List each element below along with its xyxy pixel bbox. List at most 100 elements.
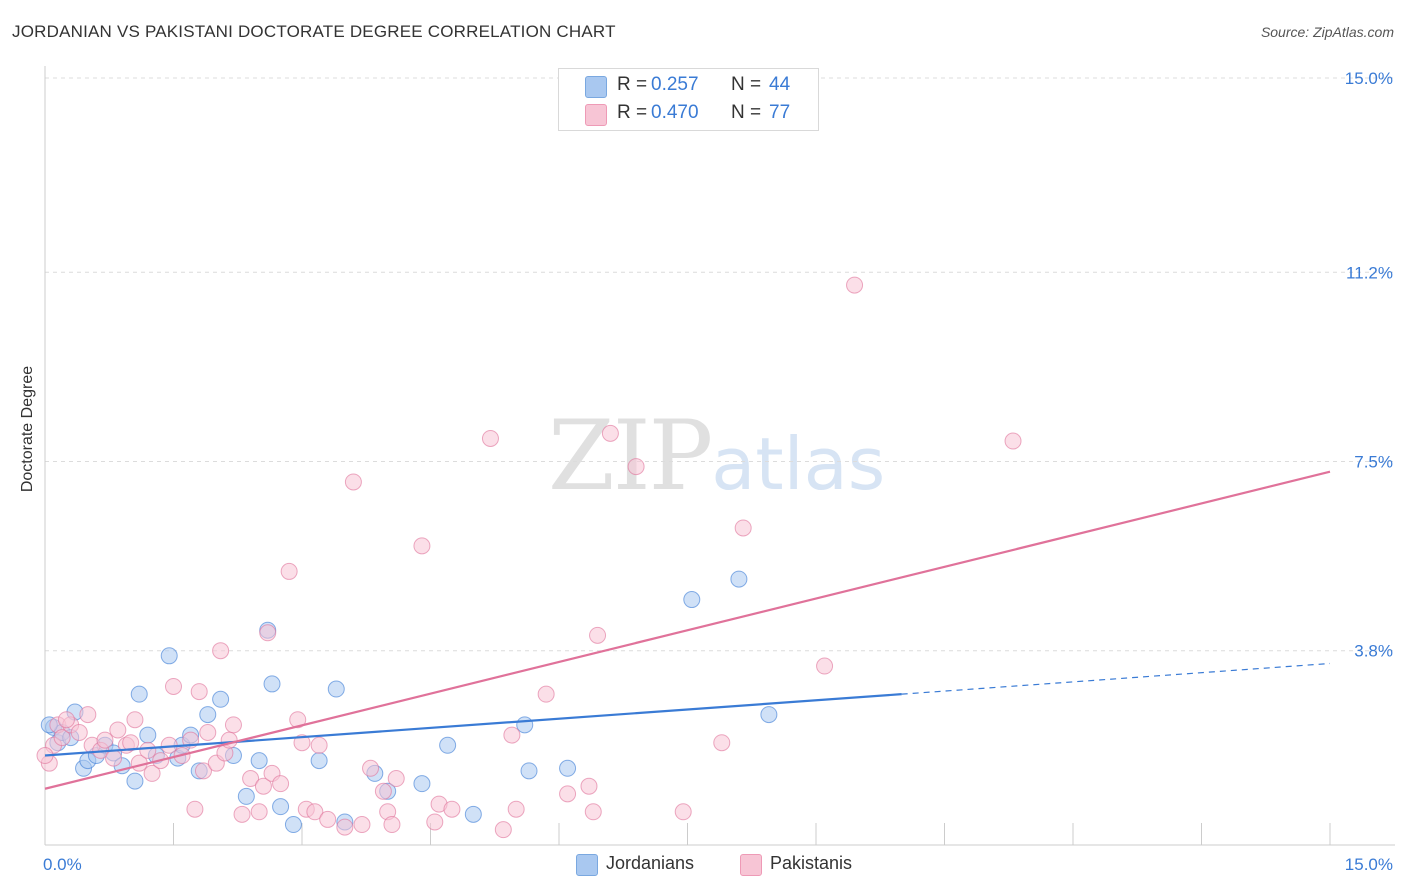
data-point-pakistanis: [70, 724, 88, 742]
legend-label-jordanians: Jordanians: [606, 853, 695, 873]
data-point-pakistanis: [139, 741, 157, 759]
data-point-pakistanis: [537, 685, 555, 703]
data-point-pakistanis: [413, 537, 431, 555]
data-point-pakistanis: [383, 816, 401, 834]
correlation-legend: R = 0.257 N = 44 R = 0.470 N = 77: [558, 68, 819, 131]
data-point-jordanians: [284, 816, 302, 834]
data-point-pakistanis: [126, 711, 144, 729]
data-point-pakistanis: [242, 770, 260, 788]
data-point-jordanians: [310, 752, 328, 770]
data-point-pakistanis: [190, 683, 208, 701]
y-tick-label: 7.5%: [1354, 453, 1393, 472]
legend-r-label: R =: [617, 74, 648, 95]
data-point-pakistanis: [353, 816, 371, 834]
trend-line-extension-jordanians: [901, 662, 1331, 695]
trend-lines: [44, 470, 1331, 790]
data-point-pakistanis: [374, 782, 392, 800]
legend-r-label: R =: [617, 102, 648, 123]
data-point-pakistanis: [481, 429, 499, 447]
y-axis-title-wrap: Doctorate Degree: [16, 330, 40, 530]
data-point-jordanians: [413, 775, 431, 793]
data-point-pakistanis: [96, 731, 114, 749]
data-point-jordanians: [160, 647, 178, 665]
legend-r-value: 0.470: [651, 102, 699, 123]
data-point-jordanians: [516, 716, 534, 734]
legend-swatch-jordanians: [585, 76, 607, 98]
legend-swatch-pakistanis: [740, 854, 762, 876]
data-point-pakistanis: [559, 785, 577, 803]
data-point-pakistanis: [280, 562, 298, 580]
legend-swatch-pakistanis: [585, 104, 607, 126]
trend-line-pakistanis: [44, 470, 1331, 790]
data-point-pakistanis: [122, 734, 140, 752]
data-point-pakistanis: [713, 734, 731, 752]
data-point-pakistanis: [580, 777, 598, 795]
data-point-jordanians: [237, 787, 255, 805]
data-point-pakistanis: [259, 624, 277, 642]
data-point-pakistanis: [57, 711, 75, 729]
data-point-pakistanis: [105, 749, 123, 767]
data-point-pakistanis: [362, 759, 380, 777]
watermark: ZIPatlas: [548, 400, 885, 512]
y-tick-label: 15.0%: [1345, 69, 1393, 88]
legend-r-value: 0.257: [651, 74, 699, 95]
data-point-pakistanis: [289, 711, 307, 729]
data-point-pakistanis: [494, 821, 512, 839]
source-credit: Source: ZipAtlas.com: [1260, 24, 1394, 40]
x-tick-label: 0.0%: [43, 855, 82, 874]
data-point-pakistanis: [250, 803, 268, 821]
data-point-jordanians: [683, 591, 701, 609]
watermark-atlas: atlas: [711, 422, 886, 506]
data-point-jordanians: [439, 736, 457, 754]
data-point-pakistanis: [186, 800, 204, 818]
data-point-pakistanis: [79, 706, 97, 724]
data-point-pakistanis: [601, 424, 619, 442]
x-tick-label: 15.0%: [1345, 855, 1393, 874]
data-point-pakistanis: [194, 762, 212, 780]
data-point-pakistanis: [344, 473, 362, 491]
data-point-pakistanis: [507, 800, 525, 818]
data-point-pakistanis: [306, 803, 324, 821]
data-point-pakistanis: [272, 775, 290, 793]
data-point-pakistanis: [443, 800, 461, 818]
data-point-pakistanis: [53, 729, 71, 747]
data-point-jordanians: [139, 726, 157, 744]
data-point-pakistanis: [319, 810, 337, 828]
data-point-jordanians: [464, 805, 482, 823]
data-point-pakistanis: [674, 803, 692, 821]
data-point-jordanians: [327, 680, 345, 698]
data-point-jordanians: [212, 690, 230, 708]
data-point-pakistanis: [1004, 432, 1022, 450]
y-tick-label: 3.8%: [1354, 642, 1393, 661]
data-point-pakistanis: [310, 736, 328, 754]
data-point-jordanians: [199, 706, 217, 724]
trend-line-jordanians: [44, 693, 902, 757]
legend-n-label: N =: [731, 102, 762, 123]
data-point-pakistanis: [233, 805, 251, 823]
chart-title: JORDANIAN VS PAKISTANI DOCTORATE DEGREE …: [12, 22, 616, 41]
legend-n-label: N =: [731, 74, 762, 95]
data-point-jordanians: [520, 762, 538, 780]
data-point-jordanians: [730, 570, 748, 588]
legend-n-value: 77: [769, 102, 791, 123]
y-tick-label: 11.2%: [1346, 263, 1393, 282]
data-point-pakistanis: [199, 724, 217, 742]
data-point-pakistanis: [254, 777, 272, 795]
data-point-pakistanis: [734, 519, 752, 537]
data-point-jordanians: [272, 798, 290, 816]
tick-labels: 3.8% 7.5% 11.2% 15.0% 0.0% 15.0%: [43, 69, 1393, 874]
data-point-pakistanis: [589, 626, 607, 644]
data-point-pakistanis: [627, 458, 645, 476]
data-point-pakistanis: [584, 803, 602, 821]
legend-n-value: 44: [769, 74, 791, 95]
data-point-pakistanis: [224, 716, 242, 734]
data-point-pakistanis: [387, 770, 405, 788]
data-point-jordanians: [250, 752, 268, 770]
data-point-jordanians: [130, 685, 148, 703]
data-point-pakistanis: [143, 764, 161, 782]
data-point-jordanians: [559, 759, 577, 777]
grid-lines: [45, 77, 1395, 652]
legend-label-pakistanis: Pakistanis: [770, 853, 853, 873]
data-point-pakistanis: [212, 642, 230, 660]
